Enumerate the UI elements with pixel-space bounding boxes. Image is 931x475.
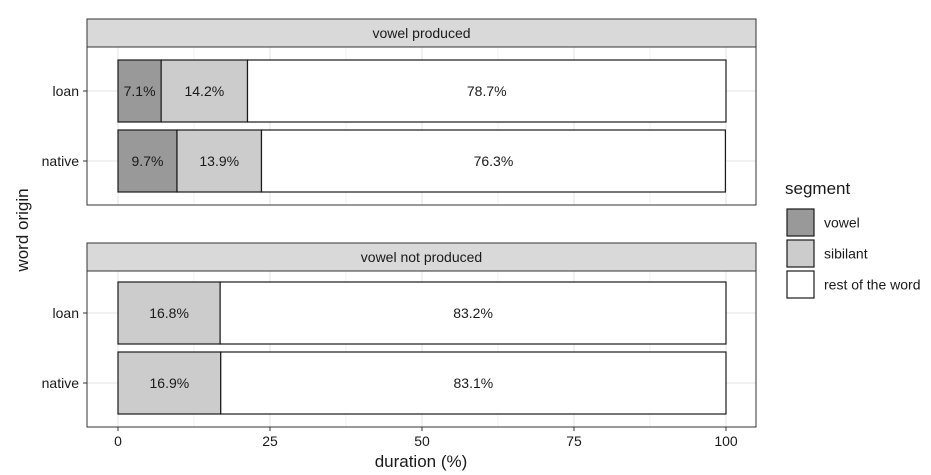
y-tick-label: native: [42, 153, 80, 169]
data-label: 16.9%: [150, 375, 190, 391]
legend: segment vowel sibilant rest of the word: [785, 179, 921, 299]
bar-segment: [219, 281, 727, 345]
x-tick-label: 0: [114, 433, 122, 449]
legend-label: vowel: [824, 215, 860, 231]
y-tick-label: loan: [53, 305, 79, 321]
x-axis: 0 25 50 75 100: [114, 427, 738, 449]
legend-key: [786, 270, 815, 299]
bar-segment: [117, 129, 178, 193]
legend-label: sibilant: [824, 246, 868, 262]
axes-layer: duration (%) word origin: [13, 188, 467, 471]
bar-segment: [117, 59, 162, 123]
data-label: 78.7%: [467, 83, 507, 99]
x-tick-label: 75: [566, 433, 582, 449]
bar-segment: [260, 129, 726, 193]
y-axis-title: word origin: [13, 188, 32, 272]
data-label: 16.8%: [149, 305, 189, 321]
bar-segment: [220, 351, 727, 415]
facet-strip-label: vowel produced: [372, 25, 470, 41]
y-tick-label: native: [42, 375, 80, 391]
facet-panel: vowel not produced 16.8% 83.2% loan 16.9% 83.…: [42, 242, 757, 428]
panels-layer: vowel produced 7.1% 14.2% 78.7% loan 9.7% 13.9…: [42, 18, 757, 449]
x-tick-label: 50: [414, 433, 430, 449]
data-label: 13.9%: [199, 153, 239, 169]
data-label: 83.2%: [453, 305, 493, 321]
bar-segment: [117, 351, 222, 415]
data-label: 14.2%: [184, 83, 224, 99]
x-tick-label: 25: [262, 433, 278, 449]
data-label: 7.1%: [124, 83, 156, 99]
panel-border: [86, 46, 757, 206]
bar-segment: [176, 129, 263, 193]
facet-strip-label: vowel not produced: [361, 249, 482, 265]
facet-strip: [86, 242, 757, 272]
legend-title: segment: [785, 179, 850, 198]
data-label: 9.7%: [132, 153, 164, 169]
facet-strip: [86, 18, 757, 48]
data-label: 76.3%: [474, 153, 514, 169]
legend-key: [786, 239, 815, 268]
bar-segment: [246, 59, 727, 123]
facet-panel: vowel produced 7.1% 14.2% 78.7% loan 9.7% 13.9…: [42, 18, 757, 206]
legend-key: [786, 208, 815, 237]
legend-label: rest of the word: [824, 277, 921, 293]
x-tick-label: 100: [714, 433, 738, 449]
x-axis-title: duration (%): [375, 452, 468, 471]
bar-segment: [117, 281, 221, 345]
y-tick-label: loan: [53, 83, 79, 99]
data-label: 83.1%: [454, 375, 494, 391]
